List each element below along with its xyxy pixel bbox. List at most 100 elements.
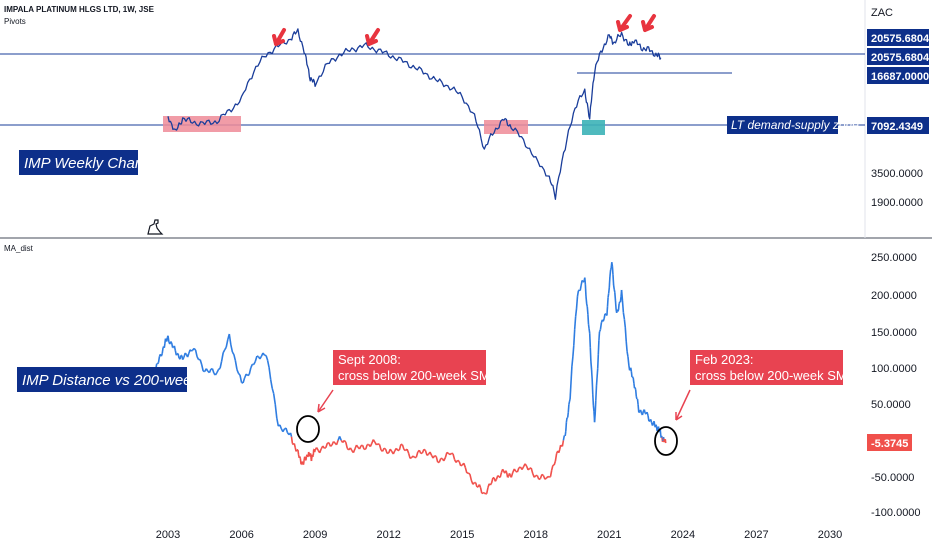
ma-dist-segment [214,372,218,376]
ma-dist-segment [584,277,587,285]
ma-dist-segment [550,465,554,471]
ma-dist-segment [585,303,589,307]
ma-dist-segment [303,456,307,460]
currency-label: ZAC [871,7,893,19]
ma-dist-segment [620,289,624,302]
ma-dist-segment [429,451,433,456]
ma-dist-segment [596,354,600,369]
ma-dist-segment [271,387,275,394]
ma-dist-segment [564,431,567,436]
ma-dist-segment [377,443,380,446]
ma-dist-segment [305,456,308,461]
ma-dist-segment [247,373,250,377]
ma-dist-segment [566,412,570,418]
ma-dist-segment [499,472,503,478]
ma-dist-segment [624,327,627,342]
ma-dist-segment [310,456,313,462]
ma-dist-segment [638,411,641,414]
ma-dist-segment [239,374,243,383]
ma-dist-segment [611,262,614,267]
ma-dist-segment [412,455,416,459]
ma-dist-segment [449,452,453,456]
ma-dist-segment [230,344,234,353]
ma-dist-segment [562,435,566,441]
ma-dist-segment [361,445,365,450]
indicator-label: Pivots [4,17,26,26]
svg-text:7092.4349: 7092.4349 [871,121,923,133]
symbol-title: IMPALA PLATINUM HLGS LTD, 1W, JSE [4,5,155,14]
ma-dist-segment [332,440,336,444]
ma-dist-segment [464,467,468,474]
ma-dist-segment [560,444,563,447]
ma-dist-segment [565,422,568,432]
ma-dist-segment [163,343,166,348]
ma-dist-segment [193,347,197,351]
ma-dist-segment [447,452,451,456]
ma-dist-segment [570,366,573,383]
ma-dist-segment [607,287,611,294]
cross-circle-2008 [296,415,320,443]
lower-axis-150: 150.0000 [871,327,917,339]
lower-axis-neg50: -50.0000 [871,472,914,484]
ma-dist-segment [175,353,178,356]
ma-dist-segment [619,296,622,303]
ma-dist-segment [653,421,656,426]
ma-dist-segment [490,477,494,484]
ma-dist-series [154,262,667,495]
ma-dist-segment [527,467,531,471]
feb-2023-line2: cross below 200-week SMA [695,368,856,383]
price-label-5: 3500.0000 [871,168,923,180]
ma-dist-segment [521,466,525,470]
ma-dist-segment [166,337,169,342]
ma-dist-segment [612,274,615,286]
ma-dist-segment [438,458,442,463]
cross-circle-2023 [654,426,678,456]
ma-dist-segment [228,333,232,345]
ma-dist-segment [545,475,549,479]
ma-dist-segment [299,458,302,465]
ma-dist-segment [595,376,598,386]
ma-dist-segment [507,476,510,478]
ma-dist-segment [269,379,273,389]
ma-dist-segment [237,372,241,376]
ma-dist-segment [403,448,406,452]
ma-dist-segment [208,368,212,374]
ma-dist-segment [587,324,590,329]
ma-dist-segment [407,452,411,459]
ma-dist-segment [285,427,289,433]
ma-dist-segment [194,349,198,357]
ma-dist-segment [581,279,584,283]
weekly-title-box [19,150,138,175]
price-label-1: 20575.6804 [867,29,930,46]
ma-dist-segment [597,340,600,355]
lower-axis-50: 50.0000 [871,399,911,411]
ma-dist-segment [524,463,528,467]
ma-dist-segment [591,379,594,395]
ma-dist-segment [585,296,588,304]
svg-text:20575.6804: 20575.6804 [871,52,930,64]
ma-dist-segment [571,356,574,367]
ma-dist-segment [216,368,220,373]
ma-dist-segment [186,353,190,358]
ma-dist-segment [497,474,500,478]
ma-dist-segment [603,313,606,319]
ma-dist-segment [588,333,592,348]
ma-dist-segment [389,448,393,452]
ma-dist-segment [369,443,373,447]
ma-dist-segment [639,409,643,414]
ma-dist-segment [446,451,449,454]
ma-dist-segment [587,314,590,325]
ma-dist-segment [224,346,227,351]
ma-dist-segment [312,454,315,458]
ma-dist-segment [161,347,164,354]
x-tick-label: 2024 [671,529,695,541]
ma-dist-segment [568,398,571,402]
ma-dist-segment [349,447,353,451]
ma-dist-segment [401,444,405,450]
ma-dist-segment [177,353,180,359]
ma-dist-segment [651,422,655,426]
ma-dist-segment [602,318,605,322]
ma-dist-segment [647,415,650,422]
feb-2023-pointer [675,389,691,421]
ma-dist-segment [594,400,597,414]
